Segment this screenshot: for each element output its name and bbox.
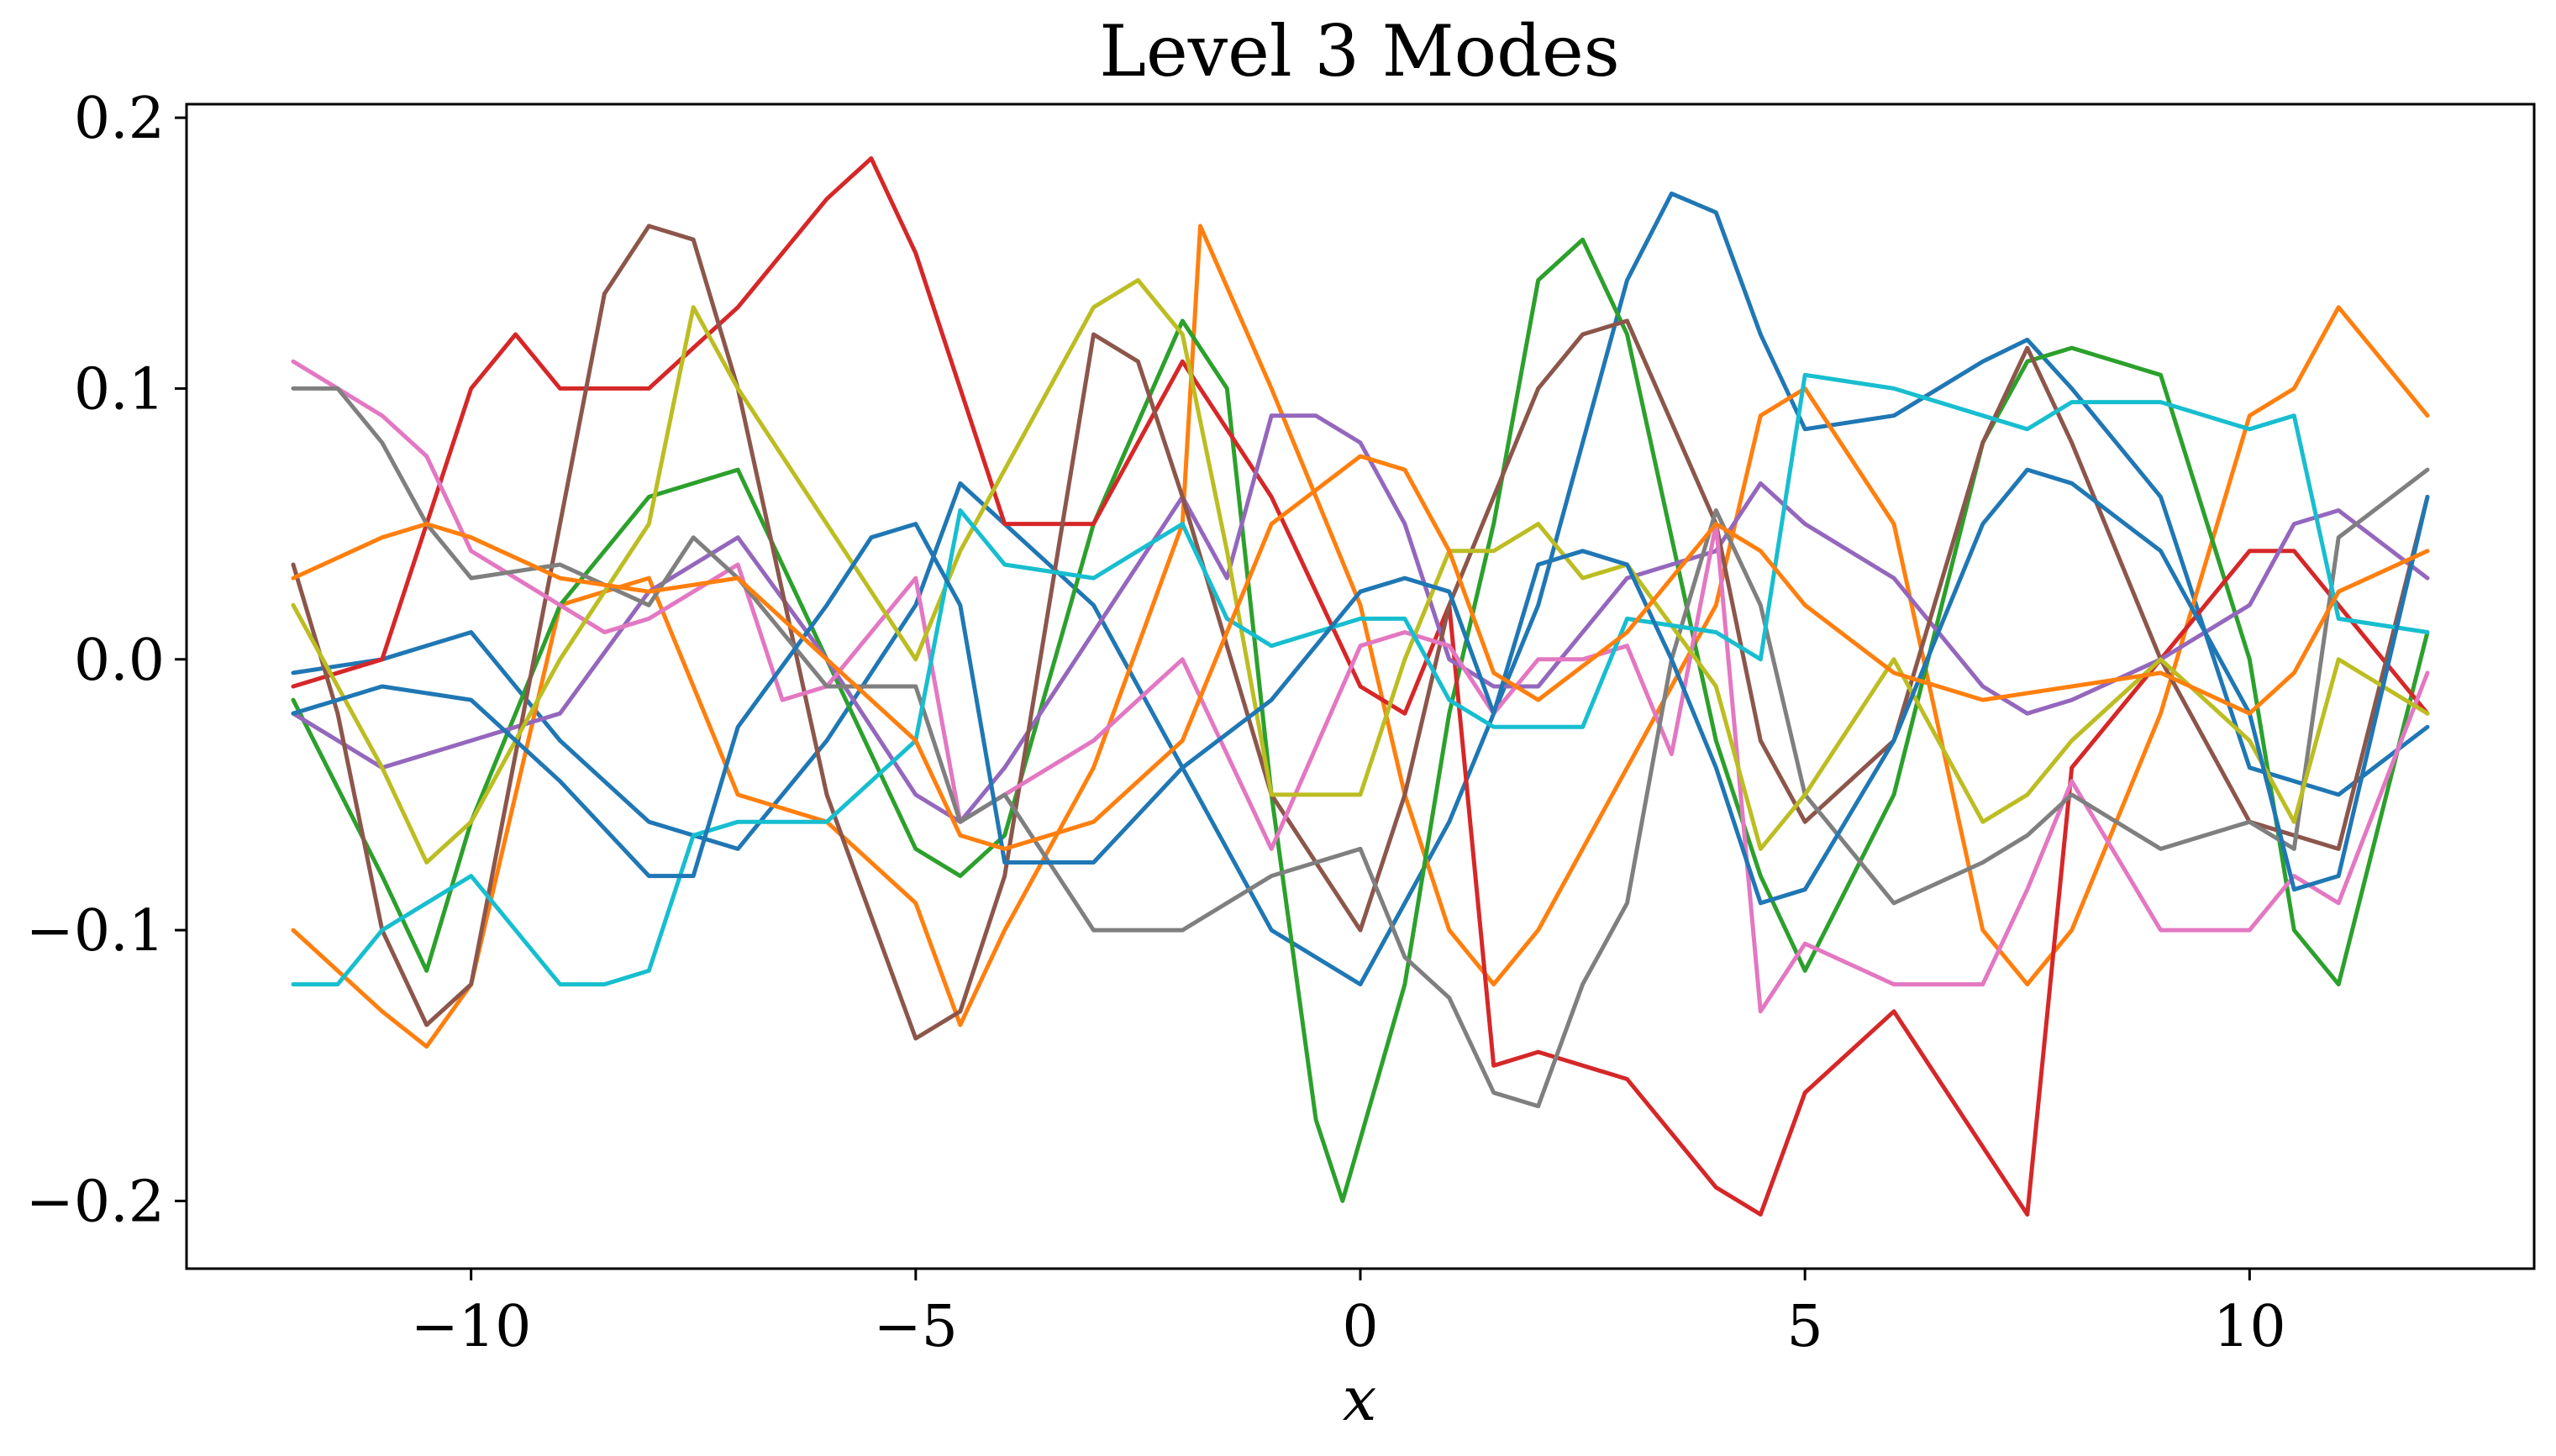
series-line-11 [291, 467, 2430, 906]
y-tick-label: 0.1 [74, 356, 165, 423]
series-line-8 [291, 386, 2430, 1109]
series-line-7 [291, 359, 2430, 1014]
series-line-6 [291, 223, 2430, 1041]
y-tick-label: 0.2 [74, 86, 165, 152]
series-line-3 [291, 237, 2430, 1203]
series-line-12 [291, 454, 2430, 851]
series-line-9 [291, 278, 2430, 865]
x-tick-label: 0 [1342, 1294, 1378, 1360]
y-tick-label: −0.2 [26, 1169, 165, 1235]
x-tick-label: 10 [2213, 1294, 2286, 1360]
chart-title: Level 3 Modes [1099, 10, 1620, 92]
series-line-4 [291, 156, 2430, 1217]
y-axis: 0.2 0.1 0.0 −0.1 −0.2 [26, 86, 187, 1235]
x-tick-label: −5 [874, 1294, 958, 1360]
x-axis-label: x [1343, 1364, 1377, 1434]
y-tick-label: 0.0 [74, 628, 165, 694]
x-tick-label: 5 [1787, 1294, 1823, 1360]
x-tick-label: −10 [411, 1294, 532, 1360]
series-line-10 [291, 372, 2430, 987]
series-layer [291, 156, 2430, 1217]
series-line-5 [291, 413, 2430, 824]
y-tick-label: −0.1 [26, 898, 165, 965]
x-axis: −10 −5 0 5 10 [411, 1269, 2286, 1360]
